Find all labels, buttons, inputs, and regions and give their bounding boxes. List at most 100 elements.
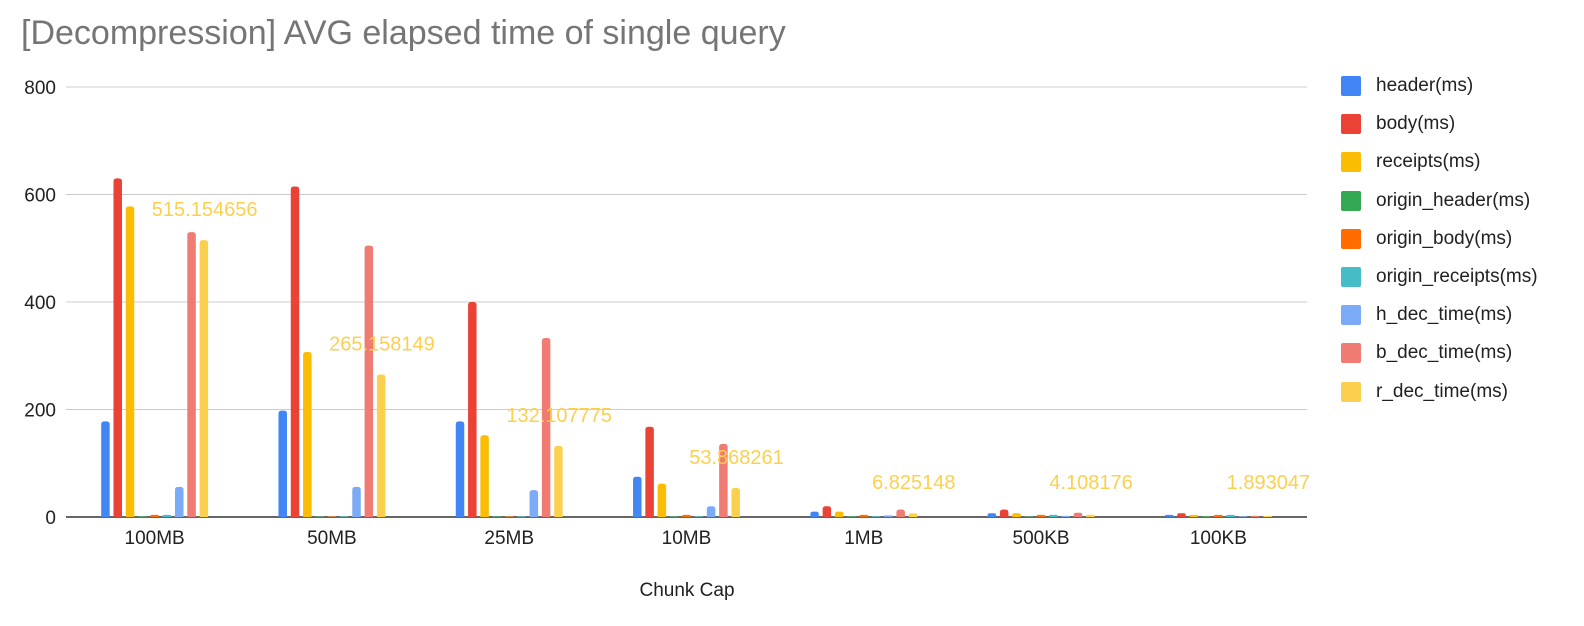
bar — [731, 488, 740, 517]
bar — [480, 435, 489, 517]
bar — [706, 506, 716, 517]
bar — [1012, 513, 1021, 517]
legend-item: origin_body(ms) — [1341, 227, 1512, 251]
legend-swatch — [1341, 381, 1361, 402]
bars — [101, 178, 1272, 517]
bar — [657, 483, 667, 517]
legend-swatch — [1341, 152, 1361, 173]
bar — [896, 509, 905, 517]
data-label: 53.868261 — [689, 447, 784, 469]
legend-item: header(ms) — [1341, 74, 1473, 98]
bar — [1189, 514, 1199, 517]
legend-label: origin_receipts(ms) — [1376, 266, 1538, 287]
bar — [187, 232, 196, 517]
bar — [682, 514, 691, 517]
bar — [504, 516, 514, 517]
data-label: 132.107775 — [506, 405, 612, 427]
bar — [1049, 514, 1058, 517]
legend-label: h_dec_time(ms) — [1376, 304, 1513, 326]
bar — [1164, 514, 1174, 517]
y-axis-ticks: 0 200 400 600 800 — [24, 78, 56, 529]
bar — [492, 516, 502, 517]
legend-label: receipts(ms) — [1376, 151, 1481, 173]
bar — [352, 486, 361, 517]
bar — [1177, 513, 1186, 517]
bar — [847, 516, 856, 517]
x-tick-label: 25MB — [484, 528, 534, 549]
bar — [1073, 512, 1083, 517]
legend-item: r_dec_time(ms) — [1341, 380, 1508, 404]
bar — [162, 514, 172, 517]
bar — [719, 443, 728, 517]
bar — [1024, 516, 1034, 517]
bar — [645, 426, 654, 517]
bar — [908, 513, 918, 517]
bar — [125, 206, 135, 517]
chart-title: [Decompression] AVG elapsed time of sing… — [21, 14, 786, 52]
bar — [1238, 516, 1248, 517]
x-tick-label: 100MB — [125, 528, 185, 549]
bar — [364, 245, 374, 517]
bar — [871, 516, 881, 517]
legend-item: body(ms) — [1341, 112, 1455, 136]
legend-item: origin_header(ms) — [1341, 189, 1530, 213]
bar — [455, 421, 465, 517]
legend-swatch — [1341, 190, 1361, 211]
bar — [859, 514, 869, 517]
legend-label: r_dec_time(ms) — [1376, 380, 1508, 402]
legend-item: b_dec_time(ms) — [1341, 341, 1512, 365]
bar — [529, 490, 539, 517]
bar — [633, 476, 642, 517]
bar — [834, 511, 844, 517]
bar — [174, 486, 184, 517]
bar — [669, 516, 679, 517]
x-tick-label: 50MB — [307, 528, 357, 549]
bar — [1201, 516, 1211, 517]
x-axis-title: Chunk Cap — [639, 580, 734, 601]
bar — [1086, 514, 1095, 517]
data-label: 6.825148 — [872, 472, 955, 494]
y-tick-label: 600 — [24, 186, 56, 207]
legend-swatch — [1341, 76, 1361, 96]
x-axis-ticks: 100MB 50MB 25MB 10MB 1MB 500KB 100KB — [125, 528, 1247, 549]
bar — [1214, 514, 1223, 517]
bar — [113, 178, 122, 517]
bar — [987, 513, 997, 517]
legend-label: b_dec_time(ms) — [1376, 342, 1513, 364]
bar — [884, 515, 893, 517]
y-tick-label: 200 — [24, 401, 56, 422]
legend-item: h_dec_time(ms) — [1341, 303, 1512, 327]
legend-label: header(ms) — [1376, 75, 1474, 96]
bar — [1263, 515, 1272, 517]
bar — [138, 516, 147, 517]
bar — [1036, 514, 1046, 517]
legend-swatch — [1341, 114, 1361, 135]
legend-label: origin_header(ms) — [1376, 189, 1531, 211]
legend-item: receipts(ms) — [1341, 150, 1481, 174]
bar — [290, 186, 300, 517]
bar — [999, 509, 1009, 517]
bar — [517, 516, 526, 517]
bar — [468, 302, 477, 517]
legend-item: origin_receipts(ms) — [1341, 265, 1538, 289]
bar — [327, 516, 337, 517]
legend-label: body(ms) — [1376, 113, 1456, 135]
data-label: 265.158149 — [329, 333, 435, 355]
bar — [541, 338, 551, 517]
data-label: 1.893047 — [1227, 472, 1310, 494]
legend-swatch — [1341, 228, 1361, 249]
data-label: 4.108176 — [1049, 472, 1132, 494]
bar — [150, 514, 159, 517]
gridlines — [66, 86, 1307, 518]
x-tick-label: 500KB — [1013, 528, 1070, 549]
legend-swatch — [1341, 267, 1361, 287]
bar — [339, 516, 349, 517]
data-label: 515.154656 — [152, 199, 258, 221]
bar — [278, 410, 287, 517]
y-tick-label: 400 — [24, 293, 56, 314]
x-tick-label: 100KB — [1190, 528, 1247, 549]
x-tick-label: 1MB — [844, 528, 883, 549]
bar — [199, 240, 209, 517]
legend-swatch — [1341, 343, 1361, 364]
